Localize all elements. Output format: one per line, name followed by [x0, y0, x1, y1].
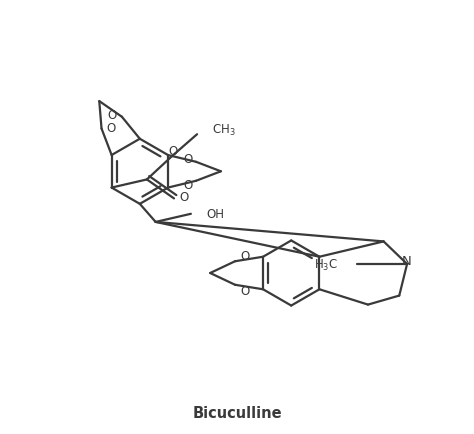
Text: N: N — [402, 254, 412, 267]
Text: O: O — [106, 122, 116, 135]
Text: H$_3$C: H$_3$C — [314, 257, 338, 272]
Text: CH$_3$: CH$_3$ — [211, 123, 235, 138]
Text: OH: OH — [207, 208, 225, 221]
Text: O: O — [180, 191, 189, 204]
Text: O: O — [241, 249, 250, 262]
Text: O: O — [107, 109, 117, 122]
Text: O: O — [184, 153, 193, 166]
Text: Bicuculline: Bicuculline — [192, 405, 282, 420]
Text: O: O — [168, 144, 178, 157]
Text: O: O — [241, 284, 250, 297]
Text: O: O — [184, 178, 193, 191]
